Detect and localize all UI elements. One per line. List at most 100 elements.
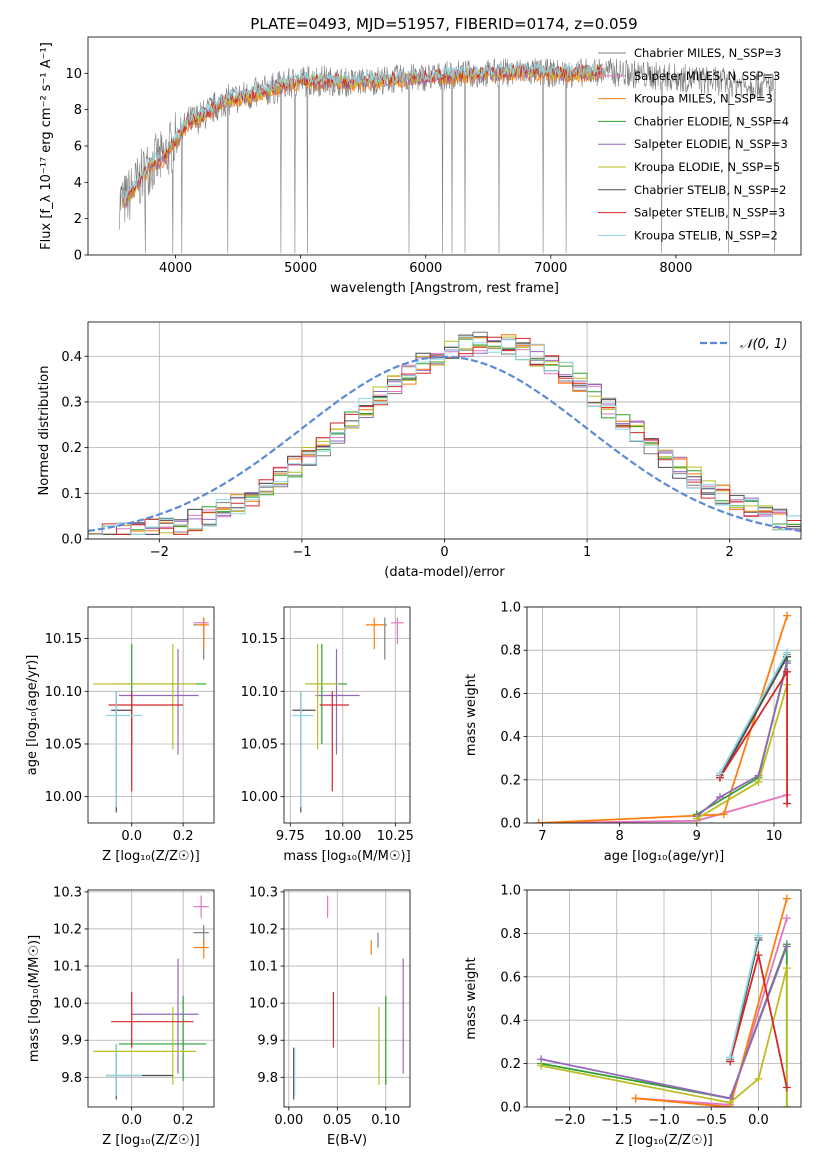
x-tick-label: −1.0 [648,1113,680,1128]
error-bar-point [108,691,184,792]
plot-area [537,894,791,1107]
x-tick-label: 9 [693,829,701,844]
plot-area [93,617,209,813]
mass-weight-line [538,794,788,823]
mass-weight-marker [782,964,791,973]
observed-spectrum-line [119,57,776,254]
y-tick-label: 0.0 [500,817,521,832]
grid [284,890,410,1107]
x-tick-label: 10 [766,829,783,844]
y-tick-label: 10.2 [53,922,82,937]
mass-weight-marker [754,1074,763,1083]
x-axis-label: (data-model)/error [384,565,505,580]
y-tick-label: 10 [65,67,82,82]
y-tick-label: 10.1 [249,960,278,975]
y-tick-label: 9.8 [61,1071,82,1086]
plot-area [293,895,404,1100]
residual-histogram-panel: −2 −1 0 1 2 0.0 0.1 0.2 0.3 0.4 (data-model)/error… [37,321,802,580]
mass-weight-marker [754,777,763,786]
y-axis-label: Flux [f_λ 10⁻¹⁷ erg cm⁻² s⁻¹ A⁻¹] [39,42,54,250]
y-tick-label: 10.15 [45,632,82,647]
y-tick-label: 1.0 [500,884,521,899]
error-bar-point [315,649,360,755]
axes-frame [283,606,411,824]
y-tick-label: 10.00 [241,790,278,805]
legend-label: Salpeter STELIB, N_SSP=3 [634,206,785,220]
mass-weight-marker [783,648,792,657]
mass-weight-marker [726,1053,735,1062]
x-tick-label: 9.75 [276,829,305,844]
x-axis-label: E(B-V) [327,1133,367,1148]
mass-weight-marker [537,1061,546,1070]
mass-weight-marker [783,667,792,676]
x-tick-label: 2 [726,545,734,560]
residual-histogram-step [88,334,801,535]
x-tick-label: 8 [615,829,623,844]
normal-distribution-curve [88,355,801,533]
x-tick-label: 1 [583,545,591,560]
legend-label: Chabrier MILES, N_SSP=3 [634,46,781,60]
legend-label: Kroupa STELIB, N_SSP=2 [634,228,778,242]
y-tick-label: 10.10 [241,685,278,700]
mass-weight-marker [782,1083,791,1092]
legend-label: Salpeter ELODIE, N_SSP=3 [634,137,788,151]
spectrum-title: PLATE=0493, MJD=51957, FIBERID=0174, z=0… [250,15,637,33]
y-tick-label: 0.3 [61,395,82,410]
plot-area [88,331,801,535]
x-axis-label: age [log₁₀(age/yr)] [604,849,725,864]
model-spectrum-line [122,61,604,203]
mass-weight-marker [692,814,701,823]
x-tick-label: −1.5 [601,1113,633,1128]
axes-frame [283,889,411,1108]
mass-vs-metallicity-panel: 0.0 0.2 9.8 9.9 10.0 10.1 10.2 10.3 Z [log₁₀(Z/Z… [27,885,215,1148]
y-tick-label: 0.0 [61,533,82,548]
y-tick-label: 10.0 [249,997,278,1012]
y-tick-label: 4 [74,176,82,191]
y-tick-label: 10.3 [249,885,278,900]
mass-weight-marker [715,793,724,802]
error-bar-point [118,649,199,755]
x-tick-label: 7 [538,829,546,844]
x-tick-label: 0.2 [173,829,194,844]
error-bar-point [196,617,209,650]
axes-frame [87,321,802,540]
spectrum-panel: 4000 5000 6000 7000 8000 0 2 4 6 8 10 wavelength [A… [39,36,802,296]
mass-weight-marker [726,1098,735,1107]
mass-weight-marker [754,951,763,960]
error-bar-point [193,622,207,660]
residual-histogram-step [88,336,801,535]
y-tick-label: 10.05 [241,737,278,752]
error-bar-point [111,992,194,1048]
mass-weight-line [729,935,760,1058]
y-tick-label: 10.3 [53,885,82,900]
x-tick-label: 0.2 [173,1113,194,1128]
axes-frame [87,606,215,824]
x-tick-label: 0.05 [323,1113,352,1128]
mass-vs-ebv-panel: 0.00 0.05 0.10 9.8 9.9 10.0 10.1 10.2 10.3 E(B-V) [249,885,411,1148]
mass-weight-line [719,654,788,776]
legend-label: Salpeter MILES, N_SSP=3 [634,69,780,83]
age-vs-mass-panel: 9.75 10.00 10.25 10.00 10.05 10.10 10.15 mass [… [241,606,414,864]
x-tick-label: 0 [440,545,448,560]
y-tick-label: 0.4 [61,350,82,365]
x-tick-label: −0.5 [695,1113,727,1128]
axes-frame [87,889,215,1108]
y-tick-label: 0.2 [500,773,521,788]
legend-label: Kroupa MILES, N_SSP=3 [634,92,773,106]
mass-weight-line [719,668,788,804]
x-tick-label: −2 [150,545,169,560]
model-spectrum-line [122,67,604,208]
mass-weight-marker [631,1094,640,1103]
grid [284,607,410,823]
error-bar-point [93,1006,196,1085]
x-tick-label: −1 [292,545,311,560]
error-bar-point [365,617,385,650]
x-tick-label: 0.0 [121,1113,142,1128]
y-tick-label: 10.2 [249,922,278,937]
y-tick-label: 1.0 [500,601,521,616]
axes-frame [526,606,802,824]
mass-weight-line [719,651,788,774]
mass-weight-marker [782,942,791,951]
model-spectrum-line [122,63,604,202]
